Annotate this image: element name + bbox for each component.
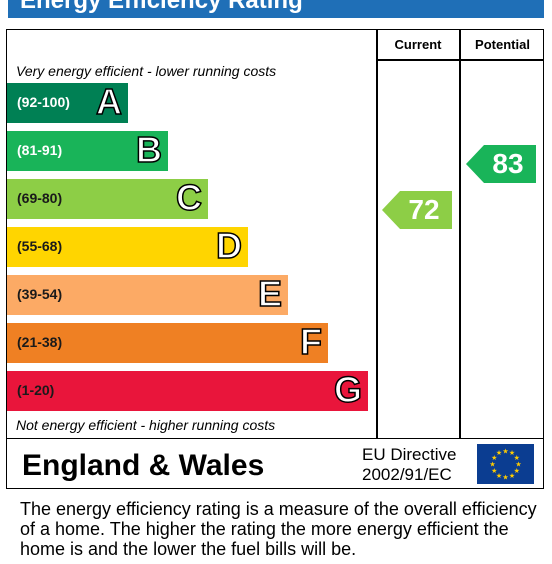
chart-title: Energy Efficiency Rating — [20, 0, 303, 14]
band-e: (39-54) E — [7, 272, 288, 315]
band-c: (69-80) C — [7, 176, 208, 219]
star-icon: ★ — [514, 467, 520, 475]
band-b: (81-91) B — [7, 128, 168, 171]
band-letter: G — [333, 368, 363, 411]
band-d: (55-68) D — [7, 224, 248, 267]
band-letter: C — [175, 176, 203, 219]
band-range: (92-100) — [17, 94, 70, 110]
star-icon: ★ — [491, 454, 497, 462]
band-range: (55-68) — [17, 238, 63, 254]
band-letter: F — [299, 320, 323, 363]
bottom-note: Not energy efficient - higher running co… — [16, 417, 276, 433]
potential-column-header: Potential — [475, 37, 530, 52]
band-letter: B — [135, 128, 163, 171]
band-letter: E — [257, 272, 283, 315]
band-range: (21-38) — [17, 334, 63, 350]
band-range: (81-91) — [17, 142, 63, 158]
current-rating-value: 72 — [408, 194, 440, 225]
current-column-header: Current — [394, 37, 442, 52]
current-arrow-shape — [382, 191, 452, 229]
star-icon: ★ — [502, 448, 508, 456]
title-bar: Energy Efficiency Rating — [8, 0, 544, 18]
band-range: (1-20) — [17, 382, 55, 398]
current-rating-arrow: 72 — [382, 191, 452, 229]
star-icon: ★ — [514, 454, 520, 462]
band-letter: A — [95, 80, 123, 123]
region-label: England & Wales — [22, 449, 265, 482]
band-a: (92-100) A — [7, 80, 128, 123]
header-divider — [376, 59, 544, 61]
potential-rating-value: 83 — [492, 148, 524, 179]
eu-stars: ★ ★★★★★★★★★★★ — [489, 448, 521, 482]
star-icon: ★ — [491, 467, 497, 475]
rating-frame — [6, 29, 544, 439]
current-column-divider — [376, 29, 378, 439]
star-icon: ★ — [509, 449, 515, 457]
potential-rating-arrow: 83 — [466, 145, 536, 183]
top-note: Very energy efficient - lower running co… — [16, 63, 277, 79]
star-icon: ★ — [515, 461, 521, 469]
star-icon: ★ — [502, 474, 508, 482]
star-icon: ★ — [496, 472, 502, 480]
potential-arrow-shape — [466, 145, 536, 183]
description: The energy efficiency rating is a measur… — [20, 499, 537, 559]
band-letter: D — [215, 224, 243, 267]
directive-line-1: EU Directive — [362, 445, 457, 464]
star-icon: ★ — [496, 449, 502, 457]
band-range: (39-54) — [17, 286, 63, 302]
eu-flag-icon: ★ ★ ★ ★ ★ ★ ★ ★ ★ ★ ★ ★ — [477, 444, 534, 484]
footer-frame — [6, 439, 544, 489]
star-icon: ★ — [489, 461, 495, 469]
band-g: (1-20) G — [7, 368, 368, 411]
directive-line-2: 2002/91/EC — [362, 465, 452, 484]
band-range: (69-80) — [17, 190, 63, 206]
potential-column-divider — [459, 29, 461, 439]
star-icon: ★ — [509, 472, 515, 480]
band-f: (21-38) F — [7, 320, 328, 363]
eu-directive: EU Directive 2002/91/EC — [362, 445, 456, 485]
